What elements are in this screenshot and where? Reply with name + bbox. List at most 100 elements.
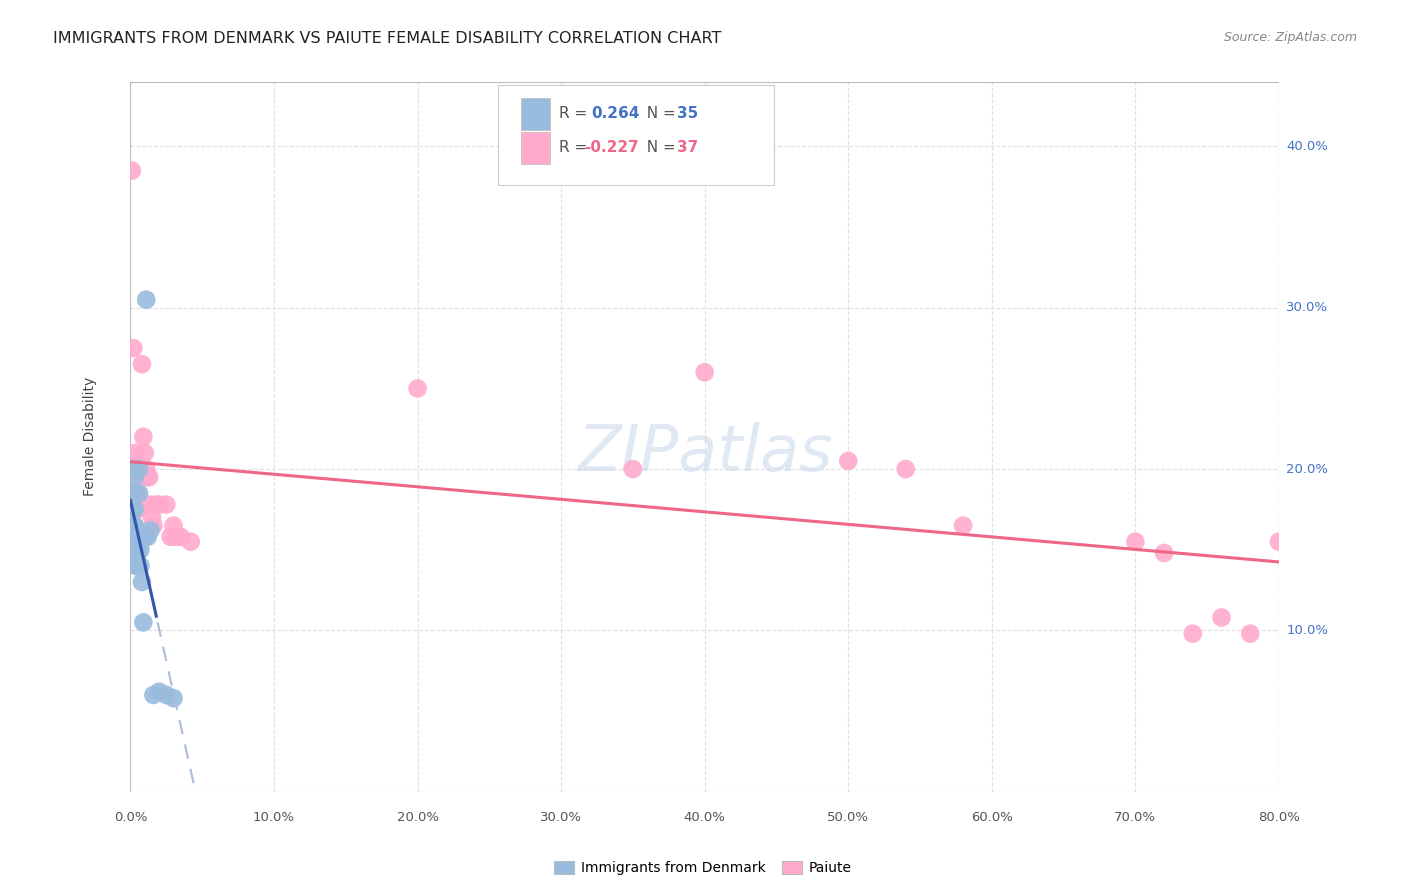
FancyBboxPatch shape [498,86,773,185]
Point [122,486,145,500]
Point [142,688,165,702]
Text: 20.0%: 20.0% [1286,463,1329,475]
Text: 0.264: 0.264 [591,106,640,121]
Text: 20.0%: 20.0% [396,811,439,824]
FancyBboxPatch shape [520,98,550,130]
Point [124,502,146,516]
Point [142,518,165,533]
Point [129,542,152,557]
Text: 35: 35 [678,106,699,121]
Point [134,446,156,460]
Point [621,462,644,476]
Point [180,534,202,549]
Point [122,534,145,549]
Text: N =: N = [637,106,681,121]
Text: Female Disability: Female Disability [83,377,97,497]
Text: 10.0%: 10.0% [1286,624,1329,637]
Point [124,518,146,533]
Point [128,462,150,476]
Text: R =: R = [558,106,592,121]
Point [122,502,145,516]
Point [136,470,159,484]
Point [129,558,152,573]
Point [162,691,184,706]
Point [122,462,145,476]
Point [1153,546,1175,560]
Point [125,540,148,554]
Point [127,546,149,560]
Text: 37: 37 [678,140,699,155]
Point [132,615,155,630]
Text: IMMIGRANTS FROM DENMARK VS PAIUTE FEMALE DISABILITY CORRELATION CHART: IMMIGRANTS FROM DENMARK VS PAIUTE FEMALE… [53,31,721,46]
Point [148,684,170,698]
Text: 60.0%: 60.0% [972,811,1012,824]
Point [837,454,859,468]
Point [127,486,149,500]
Point [121,534,143,549]
Point [155,688,177,702]
Point [1181,626,1204,640]
Point [125,526,148,541]
Point [125,548,148,562]
Point [124,446,146,460]
Text: R =: R = [558,140,592,155]
Point [139,524,162,538]
Point [132,430,155,444]
Point [125,558,148,573]
Point [125,466,148,480]
Point [170,530,193,544]
Point [127,534,149,549]
Point [139,498,162,512]
Point [127,502,149,516]
Point [131,574,153,589]
Point [894,462,917,476]
Point [165,530,187,544]
Text: 10.0%: 10.0% [253,811,295,824]
Point [124,534,146,549]
Point [122,341,145,355]
Point [406,381,429,395]
Text: 0.0%: 0.0% [114,811,148,824]
Point [162,518,184,533]
Point [145,498,167,512]
Text: 50.0%: 50.0% [827,811,869,824]
Text: 30.0%: 30.0% [1286,301,1329,314]
Text: 40.0%: 40.0% [683,811,725,824]
Point [124,470,146,484]
Text: ZIPatlas: ZIPatlas [576,422,832,484]
Text: N =: N = [637,140,681,155]
Text: 40.0%: 40.0% [1286,140,1329,153]
FancyBboxPatch shape [520,132,550,164]
Point [1211,610,1233,624]
Point [124,486,146,500]
Point [1268,534,1291,549]
Point [128,462,150,476]
Point [148,498,170,512]
Point [1125,534,1147,549]
Point [121,550,143,565]
Point [129,534,152,549]
Point [131,357,153,371]
Point [121,542,143,557]
Point [121,163,143,178]
Point [138,470,160,484]
Point [127,558,149,573]
Point [134,530,156,544]
Text: -0.227: -0.227 [583,140,638,155]
Text: 70.0%: 70.0% [1115,811,1156,824]
Text: Source: ZipAtlas.com: Source: ZipAtlas.com [1223,31,1357,45]
Point [141,510,163,524]
Point [1239,626,1261,640]
Point [122,518,145,533]
Point [128,486,150,500]
Point [135,462,157,476]
Legend: Immigrants from Denmark, Paiute: Immigrants from Denmark, Paiute [548,855,858,880]
Point [693,365,716,379]
Point [129,470,152,484]
Text: 80.0%: 80.0% [1258,811,1301,824]
Point [136,530,159,544]
Point [155,498,177,512]
Text: 30.0%: 30.0% [540,811,582,824]
Point [952,518,974,533]
Point [135,293,157,307]
